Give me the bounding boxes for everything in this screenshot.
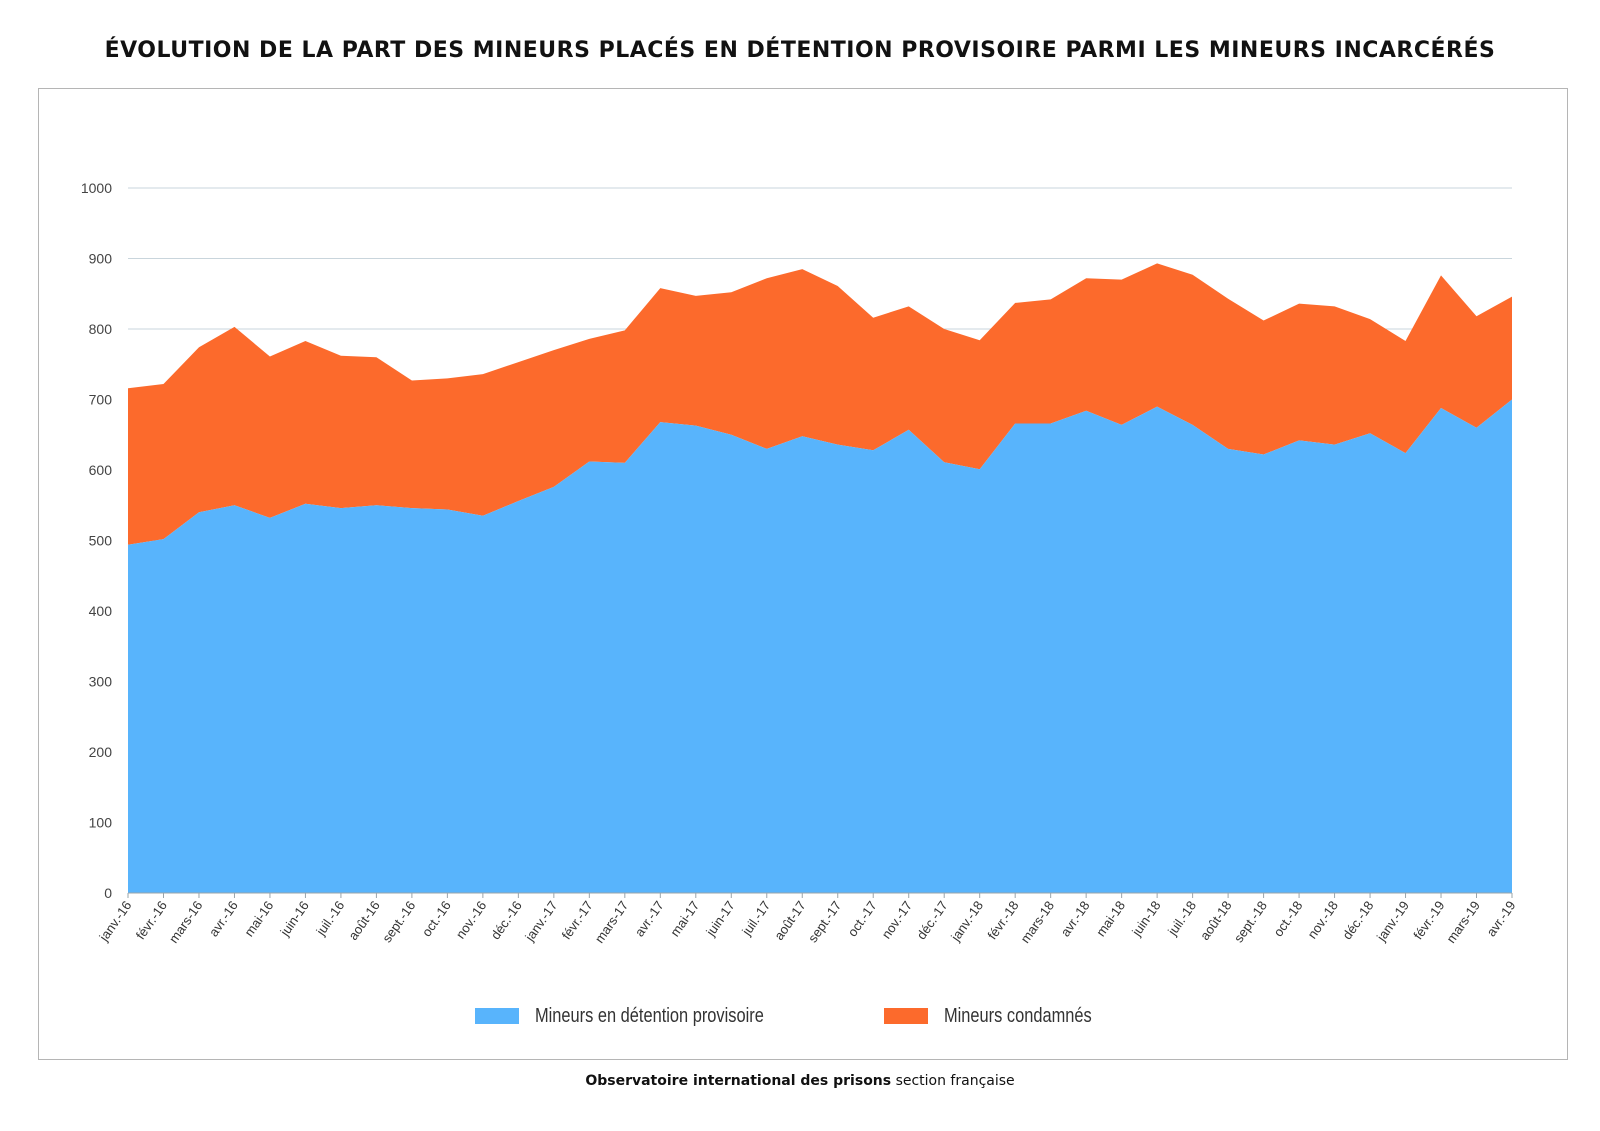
- legend-label-condamnes: Mineurs condamnés: [944, 1004, 1093, 1027]
- x-tick-label: août-17: [771, 898, 809, 943]
- x-tick-label: nov.-16: [453, 898, 490, 941]
- x-tick-label: avr.-16: [206, 898, 241, 939]
- x-tick-label: juin-18: [1128, 898, 1163, 939]
- x-tick-label: juil.-16: [313, 898, 348, 939]
- x-tick-label: avr.-19: [1483, 898, 1518, 939]
- x-tick-label: févr.-19: [1410, 898, 1447, 942]
- x-tick-label: juil.-18: [1164, 898, 1199, 939]
- x-tick-label: mars-16: [166, 898, 206, 946]
- y-tick-label: 800: [89, 321, 113, 337]
- x-tick-label: janv.-19: [1373, 898, 1412, 945]
- footer-section: section française: [895, 1073, 1015, 1089]
- y-tick-label: 1000: [81, 180, 112, 196]
- legend-item-detention: Mineurs en détention provisoire: [475, 1005, 814, 1028]
- y-tick-label: 600: [89, 462, 113, 478]
- y-tick-label: 700: [89, 392, 113, 408]
- x-tick-label: févr.-18: [984, 898, 1021, 942]
- y-tick-label: 400: [89, 603, 113, 619]
- x-tick-label: mai-16: [241, 898, 276, 939]
- y-tick-label: 100: [89, 815, 113, 831]
- x-tick-label: sept.-16: [379, 898, 418, 945]
- series-area-condamnes: [128, 263, 1512, 545]
- chart-frame: [38, 88, 1568, 1060]
- legend-swatch-detention: [475, 1008, 520, 1024]
- x-tick-label: févr.-17: [559, 898, 596, 942]
- y-tick-label: 0: [104, 885, 112, 901]
- x-tick-label: mai-18: [1093, 898, 1128, 939]
- x-tick-label: sept.-17: [805, 898, 844, 945]
- x-tick-label: oct.-18: [1270, 898, 1305, 939]
- x-tick-label: mai-17: [667, 898, 702, 939]
- footer-org: Observatoire international des prisons: [585, 1073, 892, 1089]
- x-tick-label: janv.-18: [947, 898, 986, 945]
- y-tick-label: 900: [89, 251, 113, 267]
- legend-label-detention: Mineurs en détention provisoire: [535, 1004, 765, 1027]
- y-tick-label: 300: [89, 674, 113, 690]
- x-tick-label: oct.-16: [419, 898, 454, 939]
- x-tick-label: août-16: [345, 898, 383, 943]
- x-tick-label: oct.-17: [845, 898, 880, 939]
- x-tick-label: avr.-17: [632, 898, 667, 939]
- chart-title: ÉVOLUTION DE LA PART DES MINEURS PLACÉS …: [104, 38, 1496, 63]
- y-tick-label: 200: [89, 744, 113, 760]
- x-tick-label: juil.-17: [738, 898, 773, 939]
- x-tick-label: juin-16: [277, 898, 312, 939]
- x-tick-label: févr.-16: [133, 898, 170, 942]
- x-tick-label: août-18: [1197, 898, 1235, 943]
- x-tick-label: janv.-17: [521, 898, 560, 945]
- x-tick-label: juin-17: [702, 898, 737, 939]
- x-tick-label: mars-19: [1443, 898, 1483, 946]
- x-tick-label: nov.-18: [1304, 898, 1341, 941]
- series-area-detention: [128, 399, 1512, 893]
- x-tick-label: déc.-16: [488, 898, 525, 942]
- x-tick-label: déc.-17: [913, 898, 950, 942]
- x-tick-label: avr.-18: [1058, 898, 1093, 939]
- legend-swatch-condamnes: [884, 1008, 929, 1024]
- x-tick-label: mars-17: [592, 898, 632, 946]
- x-tick-label: janv.-16: [96, 898, 135, 945]
- footer: Observatoire international des prisons s…: [0, 1073, 1600, 1089]
- legend-item-condamnes: Mineurs condamnés: [884, 1005, 1124, 1028]
- x-tick-label: sept.-18: [1231, 898, 1270, 945]
- x-tick-label: mars-18: [1017, 898, 1057, 946]
- x-tick-label: nov.-17: [879, 898, 916, 941]
- legend: Mineurs en détention provisoire Mineurs …: [0, 1001, 1600, 1031]
- y-tick-label: 500: [89, 533, 113, 549]
- x-tick-label: déc.-18: [1339, 898, 1376, 942]
